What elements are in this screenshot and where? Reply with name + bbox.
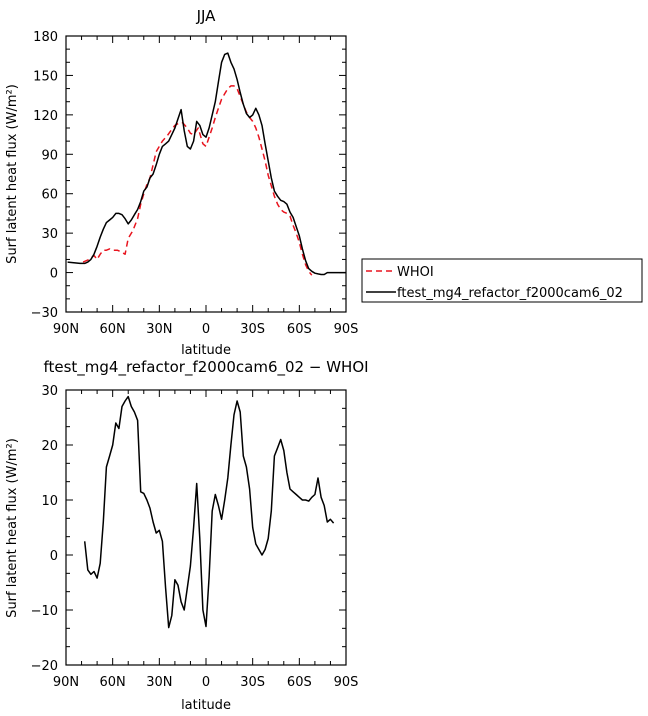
y-tick-label: 180 — [33, 30, 58, 45]
y-tick-label: 0 — [50, 267, 58, 282]
y-tick-label: 0 — [50, 549, 58, 564]
x-tick-label: 0 — [202, 322, 210, 337]
bottom-x-tick-labels: 90N 60N 30N 0 30S 60S 90S — [53, 675, 359, 690]
bottom-x-axis-label: latitude — [181, 698, 231, 713]
bottom-axis-ticks — [65, 389, 347, 666]
bottom-y-axis-label: Surf latent heat flux (W/m²) — [5, 438, 20, 618]
x-tick-label: 60S — [287, 675, 312, 690]
bottom-chart-title: ftest_mg4_refactor_f2000cam6_02 − WHOI — [43, 358, 368, 377]
y-tick-label: 150 — [33, 69, 58, 84]
bottom-series-line — [83, 395, 335, 629]
y-tick-label: 120 — [33, 109, 58, 124]
top-x-axis-label: latitude — [181, 343, 231, 358]
y-tick-label: 30 — [41, 384, 58, 399]
y-tick-label: −20 — [31, 659, 58, 674]
y-tick-label: 30 — [41, 227, 58, 242]
top-axis-ticks — [65, 35, 347, 313]
top-y-axis-label: Surf latent heat flux (W/m²) — [5, 84, 20, 264]
legend-label-whoi: WHOI — [397, 265, 434, 280]
bottom-y-tick-labels: −20 −10 0 10 20 30 — [31, 384, 58, 674]
difference-series-line — [83, 395, 335, 629]
x-tick-label: 90S — [334, 322, 359, 337]
top-series-lines — [67, 52, 346, 276]
ftest-mg4-refactor-f2000cam6-02-series-line — [67, 52, 346, 276]
x-tick-label: 60S — [287, 322, 312, 337]
x-tick-label: 30S — [240, 322, 265, 337]
legend-label-model: ftest_mg4_refactor_f2000cam6_02 — [397, 286, 623, 301]
y-tick-label: 20 — [41, 439, 58, 454]
x-tick-label: 30N — [146, 675, 172, 690]
top-plot-frame — [65, 35, 347, 313]
x-tick-label: 90S — [334, 675, 359, 690]
legend-box — [361, 258, 643, 303]
top-chart-title: JJA — [196, 7, 217, 25]
y-tick-label: 10 — [41, 494, 58, 509]
y-tick-label: 90 — [41, 148, 58, 163]
x-tick-label: 90N — [53, 322, 79, 337]
x-tick-label: 90N — [53, 675, 79, 690]
whoi-series-line — [82, 85, 313, 276]
y-tick-label: −30 — [31, 306, 58, 321]
x-tick-label: 0 — [202, 675, 210, 690]
bottom-panel: ftest_mg4_refactor_f2000cam6_02 − WHOI −… — [5, 358, 369, 713]
y-tick-label: 60 — [41, 188, 58, 203]
top-y-tick-labels: −30 0 30 60 90 120 150 180 — [31, 30, 58, 321]
x-tick-label: 30N — [146, 322, 172, 337]
top-panel: JJA −30 0 30 60 90 120 150 180 90N 60N 30N 0 30S 60S… — [5, 7, 643, 358]
x-tick-label: 60N — [100, 322, 126, 337]
y-tick-label: −10 — [31, 604, 58, 619]
x-tick-label: 60N — [100, 675, 126, 690]
legend: WHOI ftest_mg4_refactor_f2000cam6_02 — [361, 258, 643, 303]
top-x-tick-labels: 90N 60N 30N 0 30S 60S 90S — [53, 322, 359, 337]
x-tick-label: 30S — [240, 675, 265, 690]
